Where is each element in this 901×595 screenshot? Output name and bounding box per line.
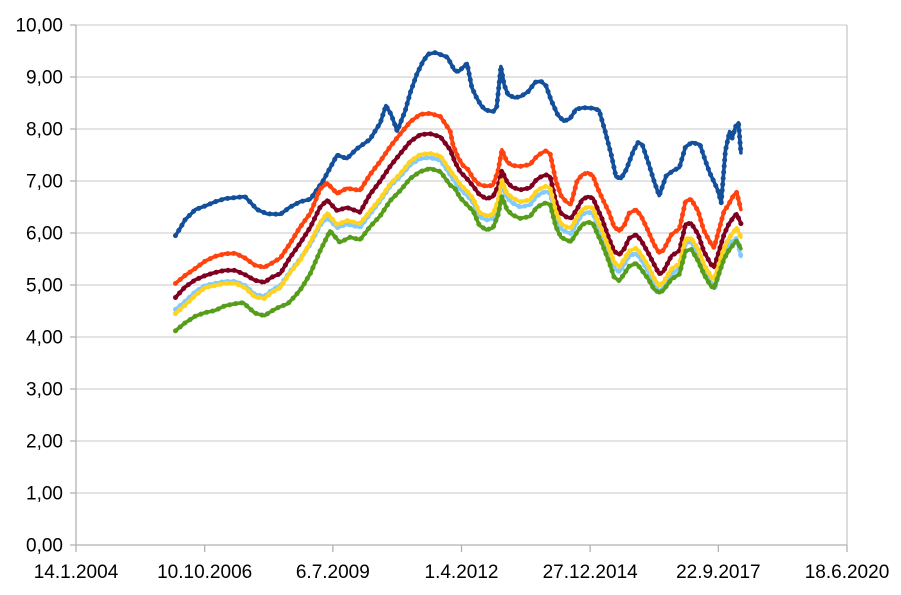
y-axis-label: 10,00 bbox=[15, 16, 63, 37]
y-axis-label: 4,00 bbox=[26, 328, 63, 349]
y-axis-label: 0,00 bbox=[26, 536, 63, 557]
y-axis-label: 6,00 bbox=[26, 224, 63, 245]
y-axis-label: 1,00 bbox=[26, 484, 63, 505]
x-axis-label: 10.10.2006 bbox=[157, 562, 252, 583]
x-axis-label: 1.4.2012 bbox=[425, 562, 499, 583]
x-axis-label: 18.6.2020 bbox=[805, 562, 890, 583]
x-axis-label: 14.1.2004 bbox=[34, 562, 119, 583]
series-beads-orange-red bbox=[173, 110, 744, 286]
y-axis-label: 2,00 bbox=[26, 432, 63, 453]
y-axis-label: 3,00 bbox=[26, 380, 63, 401]
y-axis-label: 9,00 bbox=[26, 68, 63, 89]
series-beads-bordeaux bbox=[173, 131, 744, 300]
x-axis-label: 22.9.2017 bbox=[676, 562, 761, 583]
y-axis-label: 8,00 bbox=[26, 120, 63, 141]
x-axis-label: 6.7.2009 bbox=[296, 562, 370, 583]
y-axis-label: 5,00 bbox=[26, 276, 63, 297]
series-beads-green bbox=[173, 166, 744, 334]
x-axis-label: 27.12.2014 bbox=[543, 562, 639, 583]
series-beads-dark-blue bbox=[173, 50, 744, 239]
series-beads-yellow bbox=[173, 150, 744, 317]
y-axis-label: 7,00 bbox=[26, 172, 63, 193]
